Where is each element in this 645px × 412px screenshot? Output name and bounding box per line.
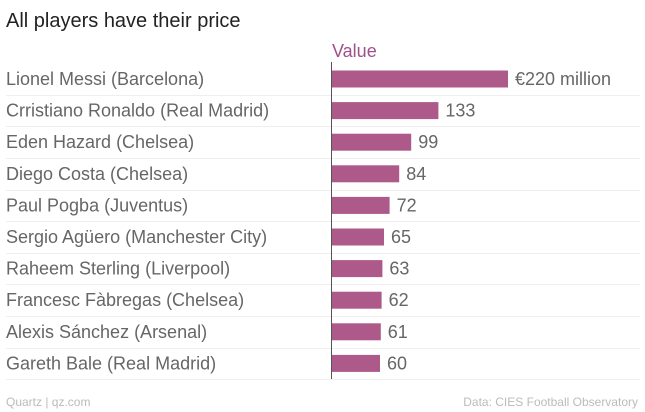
category-labels: Lionel Messi (Barcelona) Crristiano Ronal… — [6, 69, 269, 373]
value-label: 62 — [389, 290, 409, 310]
bar — [332, 196, 390, 214]
bar — [332, 260, 383, 278]
bar — [332, 354, 380, 372]
value-label: 133 — [445, 101, 475, 121]
category-label: Diego Costa (Chelsea) — [6, 164, 188, 184]
value-label: 84 — [406, 164, 426, 184]
gridlines — [6, 95, 640, 380]
bar — [332, 323, 381, 341]
value-labels: €220 million 133 99 84 72 65 63 62 61 60 — [387, 69, 611, 373]
category-label: Gareth Bale (Real Madrid) — [6, 353, 216, 373]
data-source: Data: CIES Football Observatory — [463, 395, 638, 409]
category-label: Paul Pogba (Juventus) — [6, 195, 188, 215]
series-header: Value — [332, 41, 377, 61]
category-label: Francesc Fàbregas (Chelsea) — [6, 290, 244, 310]
value-label: €220 million — [515, 69, 611, 89]
bar — [332, 291, 382, 309]
value-label: 72 — [397, 195, 417, 215]
value-label: 63 — [389, 259, 409, 279]
value-label: 99 — [418, 132, 438, 152]
chart-title: All players have their price — [6, 10, 241, 32]
value-label: 65 — [391, 227, 411, 247]
bar — [332, 133, 412, 151]
category-label: Alexis Sánchez (Arsenal) — [6, 322, 207, 342]
category-label: Sergio Agüero (Manchester City) — [6, 227, 267, 247]
bar — [332, 165, 400, 183]
category-label: Raheem Sterling (Liverpool) — [6, 259, 230, 279]
bar — [332, 228, 384, 246]
category-label: Lionel Messi (Barcelona) — [6, 69, 204, 89]
category-label: Eden Hazard (Chelsea) — [6, 132, 194, 152]
source-credit: Quartz | qz.com — [6, 395, 90, 409]
bars — [332, 70, 508, 372]
category-label: Crristiano Ronaldo (Real Madrid) — [6, 101, 269, 121]
bar — [332, 70, 508, 88]
value-label: 60 — [387, 353, 407, 373]
value-label: 61 — [388, 322, 408, 342]
bar — [332, 102, 439, 120]
